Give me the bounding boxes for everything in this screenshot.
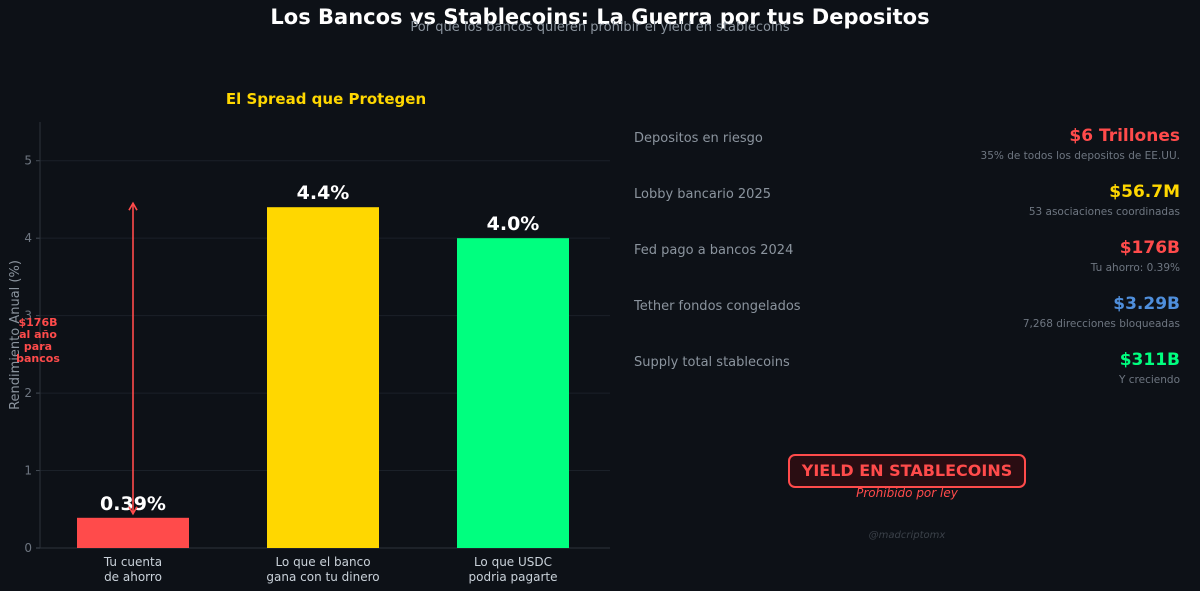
stat-note: 53 asociaciones coordinadas [1028,206,1180,218]
bar-value-label: 4.4% [297,182,350,204]
stat-note: 35% de todos los depositos de EE.UU. [980,150,1180,162]
stat-row: Supply total stablecoins $311B Y creciendo [634,346,1180,402]
y-tick-label: 2 [24,386,32,400]
stat-value: $56.7M [1109,182,1180,202]
bar-chart: El Spread que Protegen 0 1 2 3 4 5 Rendimiento … [8,90,610,584]
category-label: Lo que USDC podria pagarte [469,555,558,584]
y-tick-label: 5 [24,154,32,168]
stat-label: Fed pago a bancos 2024 [634,243,794,258]
page-subtitle: Por que los bancos quieren prohibir el y… [410,20,790,35]
stat-value: $176B [1119,238,1180,258]
y-tick-label: 4 [24,231,32,245]
stat-row: Lobby bancario 2025 $56.7M 53 asociaciones… [634,178,1180,234]
chart-title: El Spread que Protegen [226,90,426,108]
bar-1 [77,517,189,548]
stat-value: $3.29B [1113,294,1180,314]
stats-panel: Depositos en riesgo $6 Trillones 35% de to… [634,122,1180,402]
yield-banned-badge: YIELD EN STABLECOINS [788,454,1026,488]
arrow-head-bottom [128,506,138,516]
bar-3 [457,238,569,548]
bar-2 [267,207,379,548]
category-label: Lo que el banco gana con tu dinero [266,555,379,584]
y-tick-label: 0 [24,541,32,555]
category-label: Tu cuenta de ahorro [103,555,162,584]
stat-value: $311B [1119,350,1180,370]
stat-value: $6 Trillones [1069,126,1180,146]
bar-value-label: 4.0% [487,213,540,235]
y-tick-label: 1 [24,464,32,478]
arrow-head-top [128,201,138,211]
y-tick-label: 3 [24,309,32,323]
stat-row: Fed pago a bancos 2024 $176B Tu ahorro: 0.… [634,234,1180,290]
stat-label: Lobby bancario 2025 [634,187,771,202]
stat-row: Depositos en riesgo $6 Trillones 35% de to… [634,122,1180,178]
stat-note: Tu ahorro: 0.39% [1090,262,1180,274]
stat-note: 7,268 direcciones bloqueadas [1022,318,1180,330]
stat-note: Y creciendo [1119,374,1180,386]
stat-row: Tether fondos congelados $3.29B 7,268 dire… [634,290,1180,346]
y-axis-label: Rendimiento Anual (%) [8,260,23,410]
annotation-label: $176B al año para bancos [16,316,60,365]
watermark: @madcriptomx [868,530,946,541]
page-title: Los Bancos vs Stablecoins: La Guerra por… [270,5,930,29]
stat-label: Depositos en riesgo [634,131,763,146]
stat-label: Tether fondos congelados [634,299,801,314]
stat-label: Supply total stablecoins [634,355,790,370]
badge-subtitle: Prohibido por ley [856,486,958,500]
